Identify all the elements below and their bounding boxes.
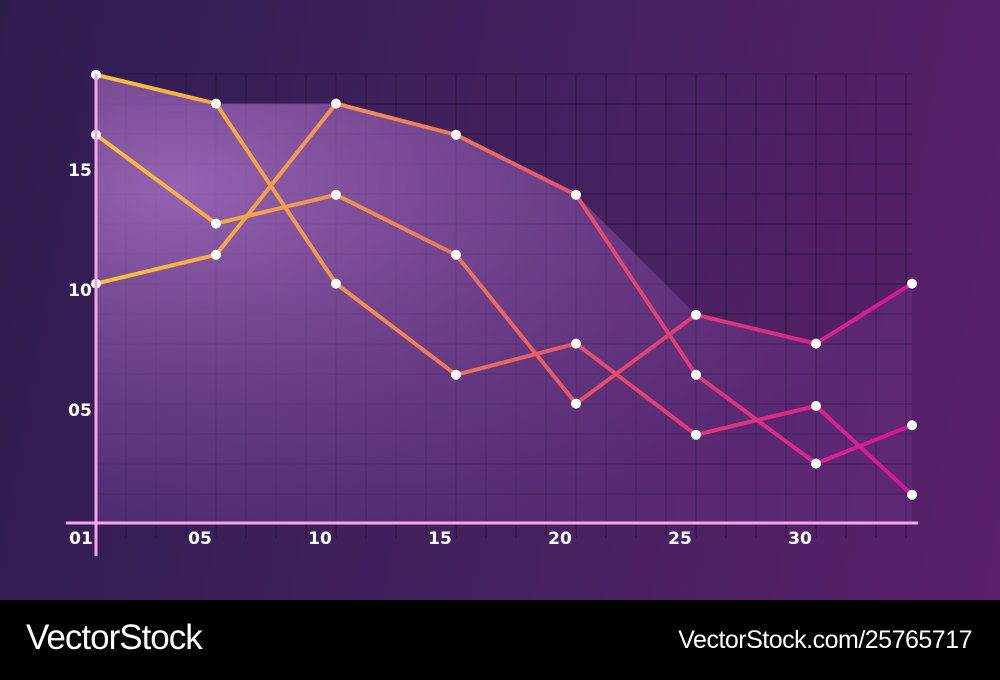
data-point: [811, 338, 821, 349]
x-tick-label: 30: [788, 529, 812, 549]
area-fill: [96, 74, 912, 524]
data-point: [331, 98, 341, 109]
data-point: [571, 189, 581, 200]
x-tick-label: 15: [428, 529, 452, 549]
data-point: [691, 309, 701, 320]
series-line-3: [95, 101, 913, 466]
chart-area: 01 05 10 15 20 25 30 05 10 15: [0, 0, 1000, 600]
data-point: [811, 401, 821, 411]
series-line-1: [95, 72, 914, 497]
data-point: [811, 458, 821, 469]
data-point: [691, 369, 701, 380]
data-point: [331, 189, 341, 200]
watermark-bar: VectorStock VectorStock.com/25765717: [0, 600, 1000, 680]
data-point: [451, 129, 461, 140]
data-point: [907, 489, 917, 500]
data-point: [691, 429, 701, 440]
x-tick-label: 05: [188, 529, 212, 549]
x-tick-label: 01: [69, 529, 93, 549]
y-tick-label: 05: [68, 401, 92, 421]
x-tick-label: 20: [548, 529, 572, 549]
data-point: [451, 249, 461, 260]
data-point: [331, 278, 341, 289]
data-point: [571, 398, 581, 409]
data-point: [451, 369, 461, 380]
data-point: [571, 338, 581, 349]
data-point: [211, 249, 221, 260]
data-point: [907, 420, 917, 431]
data-point: [907, 278, 917, 289]
line-chart: 01 05 10 15 20 25 30 05 10 15: [66, 72, 918, 556]
data-point: [211, 98, 221, 109]
x-tick-label: 25: [668, 529, 692, 549]
watermark-brand: VectorStock: [26, 618, 203, 657]
y-tick-label: 15: [68, 161, 92, 181]
x-tick-label: 10: [308, 529, 332, 549]
data-point: [211, 218, 221, 229]
watermark-id: VectorStock.com/25765717: [678, 626, 972, 654]
series-line-2: [94, 133, 914, 406]
y-tick-label: 10: [68, 281, 92, 301]
